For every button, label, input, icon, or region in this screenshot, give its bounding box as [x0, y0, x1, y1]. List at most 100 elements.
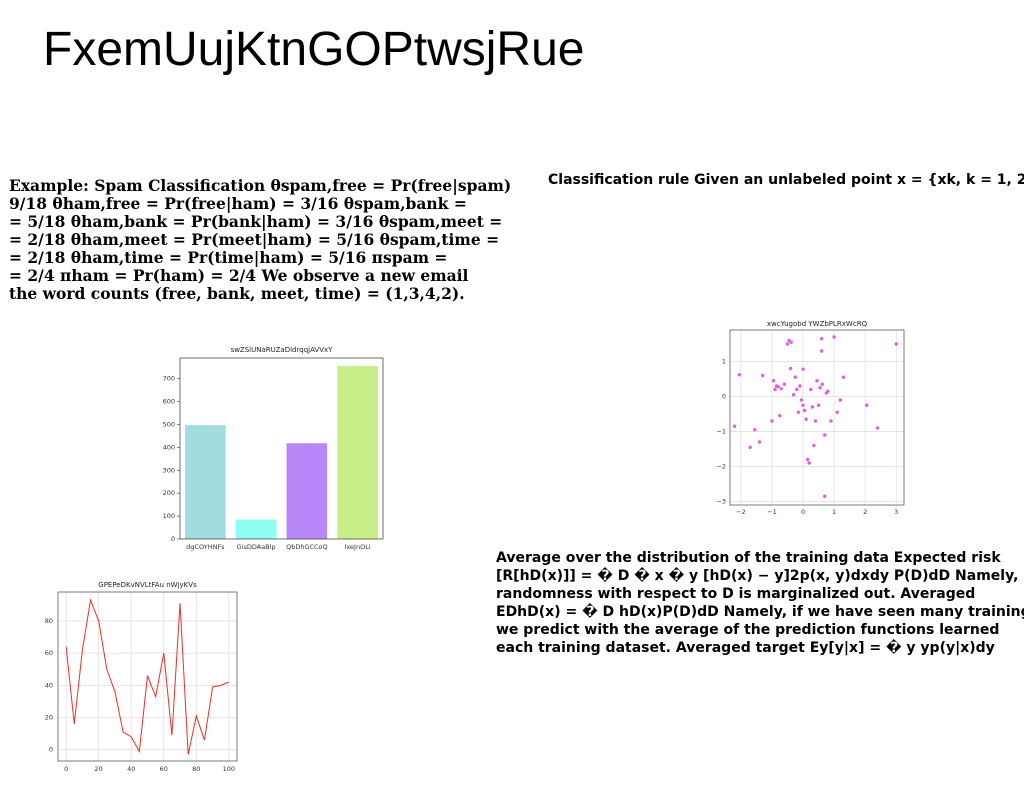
line-chart-svg: GPEPeDKvNVLtFAu nWjyKVs 0 20 40 60 80 100 0 20 40… [45, 581, 238, 773]
text-line: = 2/4 πham = Pr(ham) = 2/4 We observe a … [9, 266, 469, 285]
scatter-chart: xwcYugobd YWZbPLRxWcRQ −2 −1 0 1 2 3 −3 −2 −1 0 1 [708, 316, 918, 521]
text-line: = 2/18 θham,time = Pr(time|ham) = 5/16 π… [9, 248, 448, 267]
scatter-point [894, 342, 898, 346]
scatter-point [865, 403, 869, 407]
left-text-block: Example: Spam Classification θspam,free … [9, 177, 511, 303]
text-line: the word counts (free, bank, meet, time)… [9, 284, 465, 303]
bar [286, 443, 328, 539]
text-line: EDhD(x) = � D hD(x)P(D)dD Namely, if we … [496, 604, 1024, 620]
x-tick-label: −2 [736, 508, 746, 516]
bar [185, 425, 226, 539]
scatter-point [820, 382, 824, 386]
scatter-point [819, 349, 824, 353]
y-tick-label: 400 [163, 443, 175, 451]
series-line [65, 598, 230, 755]
y-tick-label: 600 [163, 398, 175, 406]
y-tick-label: 700 [163, 375, 175, 383]
plot-frame [179, 357, 384, 540]
scatter-point [789, 340, 793, 344]
scatter-point [819, 337, 824, 341]
text-line: Average over the distribution of the tra… [496, 550, 1001, 566]
bar-chart: swZSlUNaRUZaDldrqqjAVVxY dgCOYHNFs GisDDAa… [152, 340, 392, 555]
y-tick-label: 0 [49, 746, 53, 754]
scatter-point [771, 379, 776, 383]
scatter-point [795, 387, 799, 392]
scatter-point [788, 366, 793, 371]
y-tick-label: 80 [45, 617, 53, 625]
y-tick-label: 1 [722, 358, 726, 366]
scatter-point [732, 424, 737, 428]
scatter-point [776, 385, 780, 389]
scatter-point [757, 440, 762, 444]
scatter-point [796, 410, 801, 414]
text-line: = 5/18 θham,bank = Pr(bank|ham) = 3/16 θ… [9, 212, 503, 231]
y-tick-label: 0 [722, 393, 726, 401]
scatter-point [816, 403, 821, 407]
y-tick-label: 0 [171, 535, 175, 543]
text-line: each training dataset. Averaged target E… [496, 640, 995, 656]
scatter-point [760, 373, 765, 378]
plot-frame [729, 329, 905, 506]
page-title: FxemUujKtnGOPtwsjRue [43, 23, 585, 76]
chart-title: swZSlUNaRUZaDldrqqjAVVxY [231, 346, 334, 354]
y-tick-label: −1 [716, 428, 726, 436]
scatter-point [778, 414, 782, 418]
x-tick-label: 60 [160, 765, 168, 773]
scatter-point [812, 443, 816, 448]
right-top-text-block: Classification rule Given an unlabeled p… [548, 171, 1024, 189]
scatter-point [801, 367, 805, 371]
x-tick-label: dgCOYHNFs [186, 543, 225, 551]
bar [337, 366, 378, 539]
scatter-point [823, 494, 827, 498]
scatter-point [805, 457, 810, 462]
text-line: randomness with respect to D is marginal… [496, 586, 976, 602]
scatter-point [748, 445, 752, 449]
scatter-point [799, 398, 804, 402]
scatter-point [809, 387, 813, 392]
scatter-point [807, 461, 811, 465]
y-tick-label: −3 [716, 498, 726, 506]
scatter-point [815, 379, 819, 383]
scatter-point [779, 387, 783, 391]
scatter-point [875, 426, 880, 430]
bar [235, 519, 277, 539]
scatter-point [793, 375, 797, 379]
y-tick-label: 20 [45, 714, 53, 722]
scatter-point [737, 373, 742, 377]
y-tick-label: 500 [163, 420, 175, 428]
scatter-point [826, 389, 830, 393]
x-tick-label: 2 [863, 508, 867, 516]
y-tick-label: 300 [163, 466, 175, 474]
x-tick-label: 3 [894, 508, 898, 516]
scatter-point [801, 403, 805, 407]
scatter-chart-svg: xwcYugobd YWZbPLRxWcRQ −2 −1 0 1 2 3 −3 −2 −1 0 1 [716, 320, 905, 516]
scatter-point [753, 428, 757, 432]
x-tick-label: −1 [767, 508, 777, 516]
text-line: 9/18 θham,free = Pr(free|ham) = 3/16 θsp… [9, 194, 467, 213]
y-tick-label: −2 [716, 463, 726, 471]
y-tick-label: 40 [45, 681, 53, 689]
chart-title: xwcYugobd YWZbPLRxWcRQ [767, 320, 868, 328]
x-tick-label: 100 [223, 765, 235, 773]
chart-title: GPEPeDKvNVLtFAu nWjyKVs [98, 581, 197, 589]
y-tick-label: 60 [45, 649, 53, 657]
scatter-point [810, 405, 815, 409]
x-tick-label: 0 [801, 508, 805, 516]
scatter-point [841, 375, 846, 379]
text-line: Example: Spam Classification θspam,free … [9, 176, 512, 195]
line-chart: GPEPeDKvNVLtFAu nWjyKVs 0 20 40 60 80 100 0 20 40… [30, 578, 245, 783]
x-tick-label: QbDhGCCoQ [286, 543, 328, 551]
scatter-point [813, 419, 818, 423]
scatter-point [798, 384, 802, 388]
scatter-point [802, 408, 807, 413]
scatter-point [785, 342, 790, 346]
x-tick-label: 80 [192, 765, 200, 773]
x-tick-label: 20 [95, 765, 103, 773]
scatter-point [782, 382, 787, 386]
x-tick-label: 40 [127, 765, 135, 773]
y-tick-label: 200 [163, 489, 175, 497]
text-line: Classification rule Given an unlabeled p… [548, 172, 1024, 188]
x-tick-label: 0 [64, 765, 68, 773]
x-tick-label: 1 [832, 508, 836, 516]
plot-frame [57, 591, 238, 762]
